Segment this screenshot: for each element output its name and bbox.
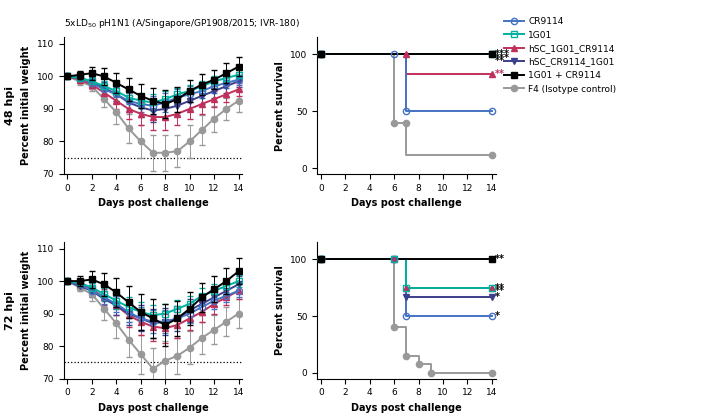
X-axis label: Days post challenge: Days post challenge: [98, 198, 208, 208]
Y-axis label: Percent initial weight: Percent initial weight: [21, 251, 31, 370]
Text: 5xLD$_{50}$ pH1N1 (A/Singapore/GP1908/2015; IVR-180): 5xLD$_{50}$ pH1N1 (A/Singapore/GP1908/20…: [64, 17, 299, 30]
Text: 72 hpi: 72 hpi: [5, 291, 15, 330]
Text: **: **: [494, 69, 504, 79]
X-axis label: Days post challenge: Days post challenge: [351, 403, 462, 413]
Y-axis label: Percent survival: Percent survival: [275, 61, 285, 151]
X-axis label: Days post challenge: Days post challenge: [98, 403, 208, 413]
Legend: CR9114, 1G01, hSC_1G01_CR9114, hSC_CR9114_1G01, 1G01 + CR9114, F4 (Isotype contr: CR9114, 1G01, hSC_1G01_CR9114, hSC_CR911…: [503, 17, 616, 94]
Y-axis label: Percent survival: Percent survival: [275, 265, 285, 355]
X-axis label: Days post challenge: Days post challenge: [351, 198, 462, 208]
Text: **: **: [494, 282, 504, 292]
Text: **: **: [494, 56, 504, 66]
Y-axis label: Percent initial weight: Percent initial weight: [21, 46, 31, 165]
Text: *: *: [494, 311, 499, 321]
Text: ***: ***: [494, 50, 509, 59]
Text: 48 hpi: 48 hpi: [5, 86, 15, 125]
Text: **: **: [494, 254, 504, 264]
Text: *: *: [494, 292, 499, 302]
Text: ***: ***: [494, 53, 509, 63]
Text: **: **: [494, 286, 504, 296]
